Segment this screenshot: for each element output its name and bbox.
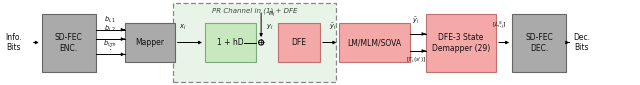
Text: DFE: DFE	[292, 38, 307, 47]
Bar	[205, 23, 256, 62]
Text: $[L^S_{i,j}]$: $[L^S_{i,j}]$	[492, 20, 506, 32]
Text: Dec.
Bits: Dec. Bits	[573, 33, 590, 52]
Text: $y_i$: $y_i$	[266, 23, 274, 32]
Text: Info.
Bits: Info. Bits	[5, 33, 22, 52]
Text: DFE-3 State
Demapper (29): DFE-3 State Demapper (29)	[431, 33, 490, 53]
Bar	[339, 23, 410, 62]
Text: $x_i$: $x_i$	[179, 23, 186, 32]
Text: ⋮: ⋮	[106, 42, 114, 51]
Bar	[42, 14, 96, 72]
Text: $b_{i,m}$: $b_{i,m}$	[103, 39, 117, 48]
Text: 1 + hD: 1 + hD	[217, 38, 244, 47]
Ellipse shape	[259, 40, 264, 45]
Text: $b_{i,2}$: $b_{i,2}$	[104, 23, 116, 33]
Text: SD-FEC
ENC.: SD-FEC ENC.	[55, 33, 83, 53]
Text: $\bar{y}_i$: $\bar{y}_i$	[329, 22, 337, 32]
Text: +: +	[257, 38, 265, 47]
Text: Mapper: Mapper	[135, 38, 164, 47]
Text: $n_i$: $n_i$	[268, 10, 275, 19]
Bar	[173, 3, 336, 82]
Text: LM/MLM/SOVA: LM/MLM/SOVA	[348, 38, 401, 47]
Text: $[\Gamma_i(s')]$: $[\Gamma_i(s')]$	[406, 56, 426, 65]
Bar	[512, 14, 566, 72]
Text: $\bar{y}_i$: $\bar{y}_i$	[412, 15, 420, 26]
Text: $b_{i,1}$: $b_{i,1}$	[104, 14, 116, 24]
Text: PR Channel in (1) + DFE: PR Channel in (1) + DFE	[212, 7, 297, 14]
Bar	[426, 14, 496, 72]
Text: SD-FEC
DEC.: SD-FEC DEC.	[525, 33, 553, 53]
Bar	[278, 23, 320, 62]
Bar	[125, 23, 175, 62]
